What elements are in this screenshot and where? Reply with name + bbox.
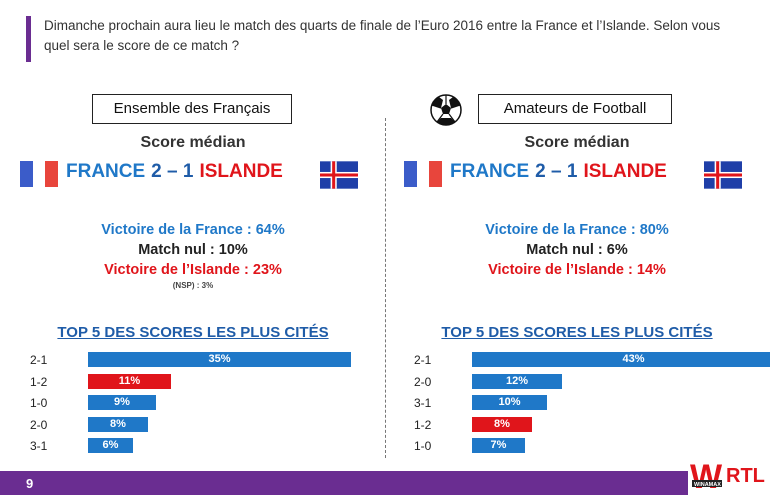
bar: 43%	[472, 352, 770, 367]
bar-row: 1-2 11%	[8, 372, 378, 394]
france-flag-icon	[404, 161, 443, 187]
footer-bar	[0, 471, 770, 495]
bar-row: 3-1 6%	[8, 436, 378, 458]
nsp-note: (NSP) : 3%	[172, 281, 214, 290]
team-away: ISLANDE	[583, 161, 667, 182]
stat-iceland-win: Victoire de l’Islande : 23%	[104, 262, 282, 278]
bar: 9%	[88, 395, 156, 410]
bar-category-label: 1-0	[414, 439, 432, 453]
stat-france-win: Victoire de la France : 80%	[485, 222, 669, 238]
bar-category-label: 2-0	[30, 417, 48, 432]
score-title: Score médian	[140, 134, 246, 151]
bar-category-label: 3-1	[414, 396, 432, 410]
bar-category-label: 1-2	[414, 417, 432, 432]
bar-category-label: 3-1	[30, 439, 48, 453]
score-value: 2 – 1	[535, 161, 578, 182]
group-label: Amateurs de Football	[478, 94, 672, 124]
median-score: FRANCE 2 – 1 ISLANDE	[8, 159, 378, 189]
score-title: Score médian	[524, 134, 630, 151]
page-number: 9	[26, 476, 34, 491]
panel-divider	[385, 118, 386, 458]
svg-text:WINAMAX: WINAMAX	[694, 482, 721, 488]
bar-row: 2-1 35%	[8, 350, 378, 372]
bar-category-label: 2-1	[30, 353, 48, 367]
bar: 8%	[472, 416, 532, 432]
bar-category-label: 1-0	[30, 396, 48, 410]
stat-iceland-win: Victoire de l’Islande : 14%	[488, 262, 666, 278]
bar-category-label: 1-2	[30, 374, 48, 389]
top5-title: TOP 5 DES SCORES LES PLUS CITÉS	[441, 324, 713, 341]
iceland-flag-icon	[320, 161, 358, 189]
top5-bar-chart: 2-1 43% 2-0 12% 3-1 10% 1-2 8% 1-0 7%	[392, 350, 770, 458]
bar: 12%	[472, 373, 562, 389]
bar: 10%	[472, 395, 547, 410]
panel-all-french: Ensemble des Français Score médian FRANC…	[8, 92, 378, 462]
accent-bar	[26, 16, 31, 62]
bar-category-label: 2-1	[414, 353, 432, 367]
winamax-rtl-logo: W WINAMAX RTL	[688, 452, 770, 495]
stat-draw: Match nul : 10%	[138, 242, 248, 258]
panel-football-fans: Amateurs de Football Score médian FRANCE…	[392, 92, 770, 462]
team-away: ISLANDE	[199, 161, 283, 182]
bar: 11%	[88, 373, 171, 389]
bar-row: 1-2 8%	[392, 415, 762, 437]
median-score: FRANCE 2 – 1 ISLANDE	[392, 159, 762, 189]
stat-draw: Match nul : 6%	[526, 242, 628, 258]
team-home: FRANCE	[66, 161, 146, 182]
group-label: Ensemble des Français	[92, 94, 292, 124]
bar: 6%	[88, 438, 133, 453]
outcome-stats: Victoire de la France : 80% Match nul : …	[392, 220, 762, 280]
svg-text:W: W	[690, 458, 723, 495]
bar-category-label: 2-0	[414, 374, 432, 389]
bar: 8%	[88, 416, 148, 432]
top5-title: TOP 5 DES SCORES LES PLUS CITÉS	[57, 324, 329, 341]
bar-row: 1-0 9%	[8, 393, 378, 415]
france-flag-icon	[20, 161, 59, 187]
outcome-stats: Victoire de la France : 64% Match nul : …	[8, 220, 378, 280]
top5-bar-chart: 2-1 35% 1-2 11% 1-0 9% 2-0 8% 3-1 6%	[8, 350, 378, 458]
bar-row: 3-1 10%	[392, 393, 762, 415]
stat-france-win: Victoire de la France : 64%	[101, 222, 285, 238]
bar-row: 2-1 43%	[392, 350, 770, 372]
soccer-ball-icon	[430, 94, 462, 126]
bar-row: 2-0 8%	[8, 415, 378, 437]
bar: 35%	[88, 352, 351, 367]
iceland-flag-icon	[704, 161, 742, 189]
bar-row: 2-0 12%	[392, 372, 762, 394]
bar-row: 1-0 7%	[392, 436, 762, 458]
team-home: FRANCE	[450, 161, 530, 182]
survey-question: Dimanche prochain aura lieu le match des…	[44, 18, 721, 53]
svg-text:RTL: RTL	[726, 465, 765, 487]
score-value: 2 – 1	[151, 161, 194, 182]
bar: 7%	[472, 438, 525, 453]
